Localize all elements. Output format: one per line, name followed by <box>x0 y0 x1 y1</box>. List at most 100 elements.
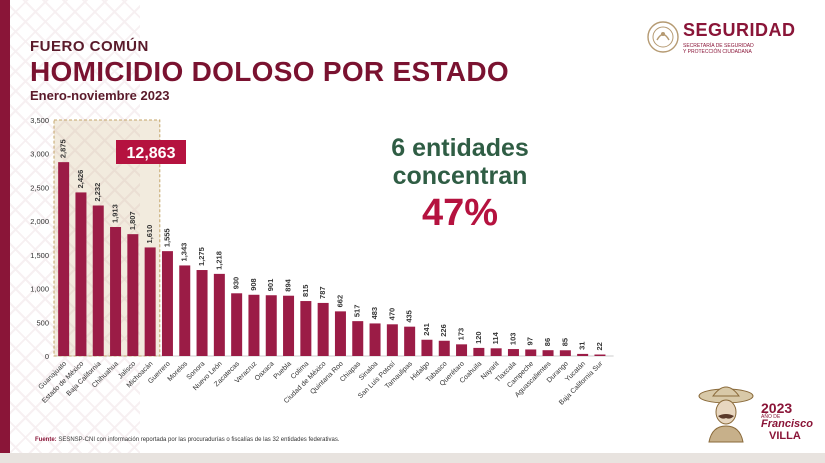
y-tick-label: 1,500 <box>30 251 49 260</box>
bar <box>386 324 398 356</box>
value-label: 31 <box>578 342 587 350</box>
concentration-line-2: concentran <box>392 162 528 190</box>
value-label: 470 <box>387 308 396 321</box>
logo-subtitle-1: SECRETARÍA DE SEGURIDAD <box>683 43 754 49</box>
value-label: 241 <box>422 323 431 336</box>
bar <box>490 348 502 356</box>
bar <box>438 340 450 356</box>
y-tick-label: 3,500 <box>30 116 49 125</box>
y-tick-label: 500 <box>36 318 49 327</box>
value-label: 662 <box>335 295 344 308</box>
badge-year: 2023 <box>761 400 793 416</box>
total-box: 12,863 <box>116 140 186 164</box>
value-label: 894 <box>284 278 293 291</box>
bar <box>127 234 139 356</box>
bar <box>231 293 243 356</box>
bar <box>92 205 104 356</box>
bar <box>300 301 312 356</box>
value-label: 517 <box>353 305 362 318</box>
bar <box>456 344 468 356</box>
value-label: 1,218 <box>214 251 223 270</box>
bar <box>283 295 295 356</box>
seguridad-logo: SEGURIDAD SECRETARÍA DE SEGURIDAD Y PROT… <box>646 20 816 58</box>
francisco-villa-badge: 2023 AÑO DE Francisco VILLA <box>697 380 817 446</box>
bar <box>577 353 589 356</box>
bar <box>421 339 433 356</box>
bar <box>507 349 519 356</box>
bar <box>213 273 225 356</box>
value-label: 901 <box>266 279 275 292</box>
bar <box>161 251 173 356</box>
value-label: 1,555 <box>162 228 171 247</box>
bar <box>58 162 70 356</box>
value-label: 1,913 <box>111 204 120 223</box>
value-label: 815 <box>301 285 310 298</box>
y-tick-label: 3,000 <box>30 150 49 159</box>
value-label: 226 <box>439 324 448 337</box>
bar <box>352 321 364 356</box>
y-tick-label: 2,500 <box>30 183 49 192</box>
bar <box>559 350 571 356</box>
bar <box>525 349 537 356</box>
bar <box>473 347 485 356</box>
value-label: 173 <box>457 328 466 341</box>
y-tick-label: 2,000 <box>30 217 49 226</box>
value-labels: 2,875 2,426 2,232 1,913 1,807 1,610 1,555 1,343… <box>59 139 604 350</box>
bar <box>179 265 191 356</box>
value-label: 1,343 <box>180 243 189 262</box>
bar <box>542 350 554 356</box>
bar <box>75 192 87 356</box>
value-label: 483 <box>370 307 379 320</box>
source-text: SESNSP-CNI con información reportada por… <box>58 437 340 443</box>
concentration-percent: 47% <box>421 192 499 234</box>
logo-subtitle-2: Y PROTECCIÓN CIUDADANA <box>683 49 752 55</box>
value-label: 908 <box>249 278 258 291</box>
badge-line1: AÑO DE <box>761 414 781 420</box>
value-label: 787 <box>318 286 327 299</box>
value-label: 2,875 <box>59 139 68 158</box>
national-seal-icon <box>647 21 679 53</box>
total-box-bg <box>116 140 186 164</box>
value-label: 435 <box>405 310 414 323</box>
bar <box>248 294 260 356</box>
source-label: Fuente: <box>35 437 57 443</box>
x-tick-label: Puebla <box>273 360 293 380</box>
value-label: 1,610 <box>145 225 154 244</box>
x-tick-label: Oaxaca <box>254 360 276 382</box>
bar <box>334 311 346 356</box>
bar <box>110 227 122 356</box>
value-label: 86 <box>543 338 552 346</box>
logo-title: SEGURIDAD <box>683 20 796 40</box>
value-label: 2,232 <box>93 183 102 202</box>
bar <box>317 302 329 356</box>
value-label: 114 <box>491 331 500 344</box>
value-label: 930 <box>232 277 241 290</box>
concentration-line-1: 6 entidades <box>391 134 529 162</box>
bar <box>594 354 606 356</box>
total-value: 12,863 <box>127 145 176 162</box>
bar <box>144 247 156 356</box>
bar-series <box>58 162 606 356</box>
francisco-villa-portrait-icon <box>698 386 754 443</box>
period-text: Enero-noviembre 2023 <box>30 88 170 103</box>
kicker-text: FUERO COMÚN <box>30 38 149 55</box>
left-accent-band <box>0 0 10 463</box>
value-label: 97 <box>526 337 535 345</box>
source-note: Fuente: SESNSP-CNI con información repor… <box>35 437 340 443</box>
bar <box>404 326 416 356</box>
value-label: 1,807 <box>128 211 137 230</box>
bar <box>369 323 381 356</box>
y-tick-label: 1,000 <box>30 285 49 294</box>
bar <box>265 295 277 356</box>
bar <box>196 270 208 356</box>
y-tick-label: 0 <box>45 352 49 361</box>
bottom-band <box>0 453 825 463</box>
value-label: 1,275 <box>197 247 206 266</box>
value-label: 85 <box>560 338 569 346</box>
value-label: 22 <box>595 342 604 350</box>
value-label: 2,426 <box>76 170 85 189</box>
badge-name2: VILLA <box>769 430 801 442</box>
x-tick-label: Morelos <box>167 360 190 383</box>
